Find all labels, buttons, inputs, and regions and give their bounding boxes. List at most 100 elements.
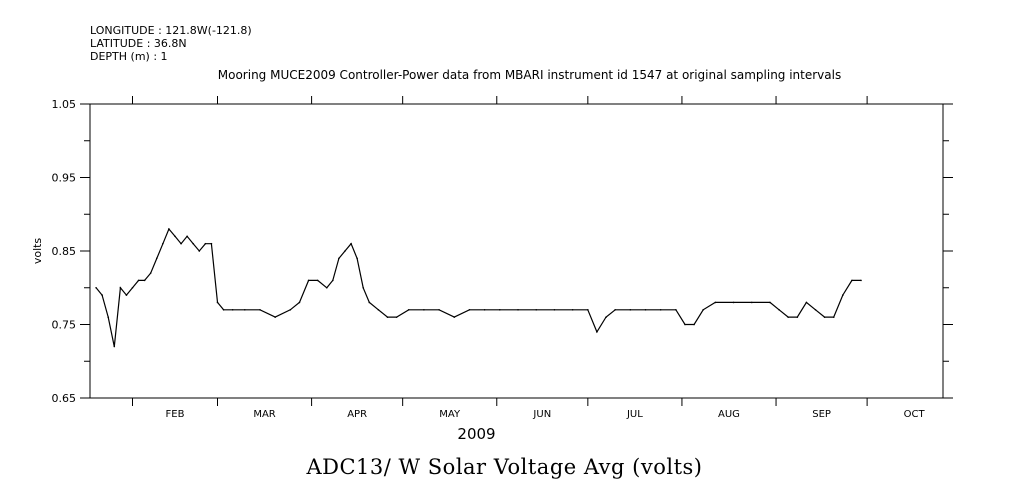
data-point [316,279,319,282]
data-point [180,242,182,245]
data-point [614,309,616,311]
data-point [289,309,292,311]
data-point [823,316,826,318]
x-month-label: OCT [904,409,926,420]
y-tick-label: 0.85 [52,245,77,258]
data-point [186,235,188,238]
x-month-label: AUG [718,409,740,420]
data-point [168,228,170,230]
y-tick-label: 0.75 [52,319,77,332]
data-point [125,294,128,296]
data-point [693,323,695,326]
data-point [338,257,340,260]
data-point [644,309,647,311]
data-point [659,309,662,311]
data-point [483,309,486,311]
data-point [307,279,310,282]
plot-frame [89,103,944,399]
data-point [423,309,425,311]
data-point [244,309,246,311]
data-point [119,286,122,289]
y-tick-label: 0.95 [52,172,77,185]
data-point [714,301,717,304]
x-month-label: MAR [253,409,275,420]
data-point [732,301,735,304]
x-axis-label: 2009 [457,425,495,443]
longitude-label: LONGITUDE : 121.8W(-121.8) [90,24,252,37]
data-point [362,286,365,289]
data-point [131,286,134,289]
data-point [344,250,346,252]
data-point [535,309,538,311]
data-point [468,309,471,311]
data-point [684,323,686,326]
data-point [438,309,440,311]
data-point [587,309,589,311]
data-point [198,250,201,252]
data-point [332,279,334,282]
latitude-label: LATITUDE : 36.8N [90,37,187,50]
data-point [499,309,501,311]
data-point [368,301,371,304]
data-point [571,309,574,311]
data-point [805,301,808,304]
variable-title: ADC13/ W Solar Voltage Avg (volts) [306,455,703,479]
data-point [851,279,853,282]
data-point [298,301,301,304]
data-point [274,316,276,318]
data-point [796,316,799,318]
data-point [231,309,234,311]
data-point [107,316,110,318]
data-point [95,286,97,289]
depth-label: DEPTH (m) : 1 [90,50,168,63]
data-point [629,309,632,311]
data-point [832,316,835,318]
data-point [517,309,519,311]
data-point [860,279,862,282]
data-point [350,242,352,245]
x-month-label: JUL [626,409,643,420]
data-point [137,279,140,282]
data-point [769,301,771,304]
data-point [162,242,164,245]
y-axis-label: volts [31,238,44,265]
y-tick-label: 1.05 [52,98,77,111]
data-point [113,345,116,348]
x-month-label: FEB [166,409,185,420]
data-point [787,316,789,318]
data-point [149,272,152,274]
plot-title: Mooring MUCE2009 Controller-Power data f… [217,68,842,82]
x-month-label: JUN [532,409,551,420]
data-point [778,309,780,311]
data-point [101,294,103,296]
data-point [216,301,219,304]
data-point [155,257,158,260]
data-point [356,257,358,260]
data-point [395,316,398,318]
data-point [210,242,213,245]
data-point [453,316,456,318]
y-tick-label: 0.65 [52,392,77,405]
data-point [259,309,261,311]
data-point [386,316,389,318]
data-point [192,242,195,245]
data-point [842,294,844,296]
data-point [750,301,753,304]
data-point [222,309,225,311]
data-point [174,235,176,238]
data-point [325,286,328,289]
x-month-label: SEP [812,409,831,420]
data-point [702,309,704,311]
data-point [605,316,607,318]
data-point [143,279,146,282]
data-point [814,309,817,311]
x-month-label: APR [347,409,367,420]
series-line [95,227,861,347]
data-point [204,242,207,245]
data-point [377,309,380,311]
data-point [407,309,410,311]
data-point [675,309,677,311]
x-month-label: MAY [439,409,461,420]
data-point [596,331,598,333]
